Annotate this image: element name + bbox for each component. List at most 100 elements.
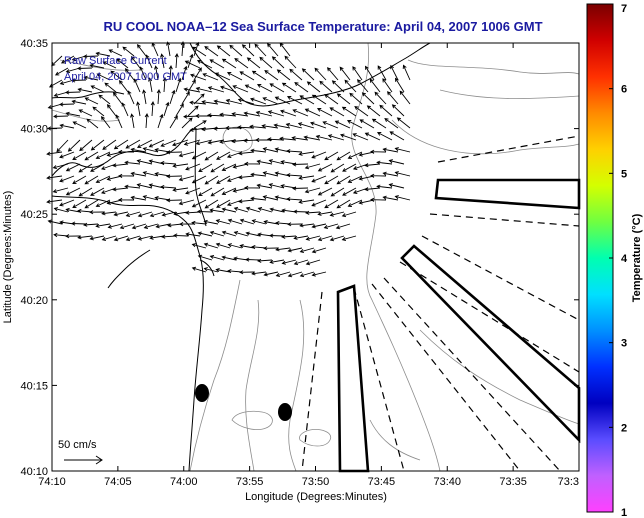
x-axis-label: Longitude (Degrees:Minutes) [245, 491, 387, 503]
current-vector [84, 97, 99, 105]
current-vector [184, 60, 201, 69]
scale-arrow [64, 455, 103, 465]
current-vector [197, 231, 213, 237]
current-vector [122, 46, 135, 57]
current-vector [77, 87, 93, 93]
current-vector [207, 113, 225, 118]
current-vector [160, 139, 177, 147]
current-vector [65, 90, 81, 95]
current-vector [155, 223, 171, 229]
current-vector [137, 211, 153, 218]
current-vector [191, 46, 207, 57]
current-vector [287, 247, 303, 253]
current-vector [299, 95, 315, 105]
current-vector [364, 163, 381, 168]
current-vector [56, 139, 69, 153]
current-vector [209, 254, 225, 261]
current-vector [324, 199, 339, 209]
current-vector [90, 163, 105, 172]
current-vector [121, 102, 129, 117]
current-vector [269, 83, 285, 93]
current-vector [139, 66, 147, 81]
current-vector [191, 175, 207, 184]
current-vector [72, 175, 87, 184]
current-vector [113, 211, 129, 217]
current-vector [286, 173, 303, 178]
current-vector [251, 219, 267, 225]
current-vector [245, 257, 261, 262]
current-vector [266, 43, 279, 57]
current-vector [395, 77, 405, 93]
current-vector [271, 56, 285, 69]
current-vector [191, 199, 207, 208]
current-vector [83, 222, 99, 227]
current-vector [130, 56, 141, 69]
current-vector [173, 211, 189, 216]
current-vector [90, 187, 105, 196]
current-vector [371, 118, 387, 129]
current-vector [142, 195, 159, 201]
current-vector [77, 66, 93, 71]
current-vector [106, 104, 117, 117]
current-vector [166, 174, 183, 179]
current-vector [174, 53, 179, 69]
current-vector [207, 86, 225, 93]
current-vector [216, 199, 231, 208]
current-vector [189, 100, 207, 105]
current-vector [293, 209, 309, 214]
current-vector [54, 67, 69, 76]
current-vector [263, 219, 279, 225]
current-vector [185, 232, 201, 237]
current-vector [216, 151, 231, 160]
current-vector [301, 68, 315, 81]
current-vector [78, 109, 93, 117]
current-vector [53, 232, 69, 238]
current-vector [317, 235, 333, 242]
current-vector [145, 54, 153, 69]
current-vector [238, 175, 255, 180]
current-vector [195, 86, 213, 93]
current-vector [231, 112, 249, 117]
current-vector [124, 68, 135, 81]
current-vector [204, 199, 219, 209]
current-vector [108, 49, 123, 57]
current-vector [92, 106, 105, 117]
annotation-line-1: Raw Surface Current [64, 55, 167, 67]
current-vector [317, 163, 333, 172]
current-vector [306, 81, 321, 93]
current-vector [136, 139, 153, 148]
current-vector [244, 84, 261, 93]
current-vector [262, 195, 279, 201]
current-vector [226, 72, 243, 81]
current-vector [339, 66, 351, 81]
current-vector [244, 161, 261, 166]
current-vector [286, 96, 303, 105]
current-vector [210, 163, 225, 173]
current-vector [216, 45, 231, 57]
current-vector [172, 187, 189, 192]
current-vector [65, 207, 81, 213]
current-vector [166, 150, 183, 155]
current-vector [125, 235, 141, 242]
current-vector [209, 59, 225, 69]
current-vector [347, 199, 363, 207]
current-vector [239, 270, 255, 275]
current-vector [214, 72, 231, 81]
current-vector [227, 268, 243, 274]
current-vector [47, 219, 63, 225]
current-vector [239, 243, 255, 249]
current-vector [46, 199, 63, 204]
x-axis-ticks: 74:10 74:05 74:00 73:55 73:50 73:45 73:40 73:35… [38, 43, 580, 488]
current-vector [329, 107, 345, 117]
current-vector [162, 77, 167, 93]
current-vector [203, 219, 219, 225]
current-vector [161, 211, 177, 217]
current-vector [102, 61, 117, 69]
current-vector [59, 102, 75, 107]
current-vector [285, 122, 303, 129]
current-vector [386, 91, 399, 105]
current-vector [60, 55, 75, 64]
current-vector [173, 233, 189, 238]
current-vector [341, 211, 357, 218]
current-vector [136, 44, 147, 57]
